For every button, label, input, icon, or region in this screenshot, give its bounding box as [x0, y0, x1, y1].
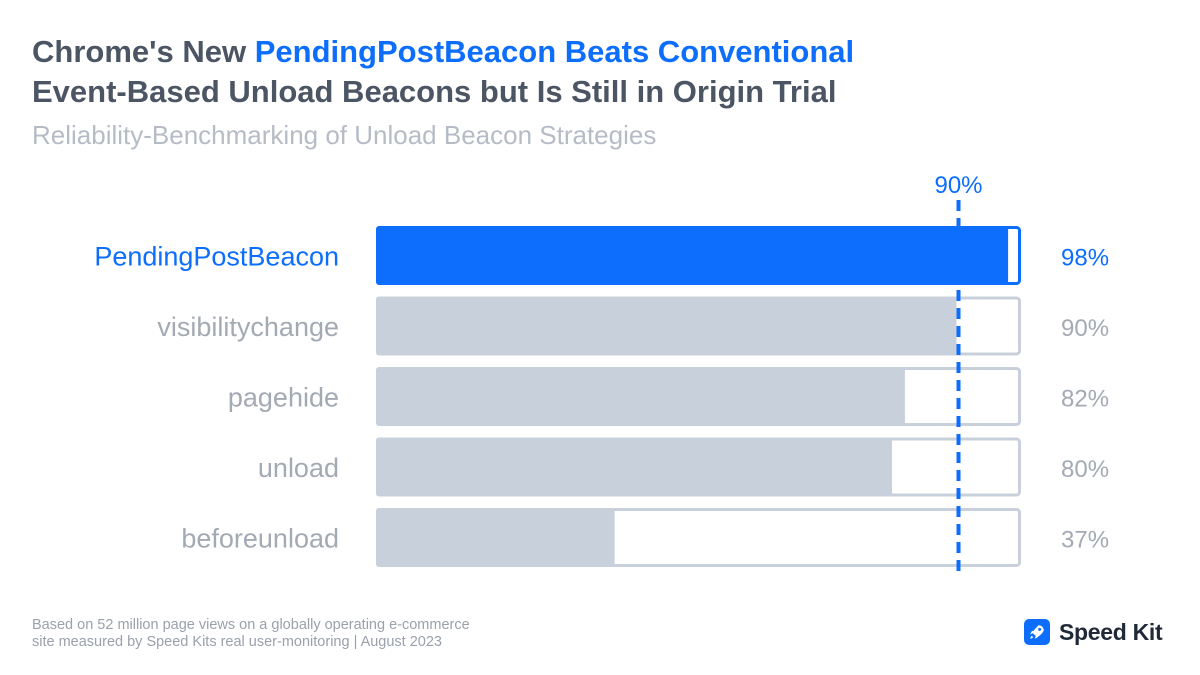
footnote: Based on 52 million page views on a glob… — [32, 617, 672, 651]
speed-kit-logo: Speed Kit — [1024, 617, 1163, 647]
bar — [376, 437, 892, 497]
bar — [376, 508, 615, 567]
value-label: 90% — [1061, 315, 1109, 342]
title-part1: Chrome's New — [32, 34, 255, 69]
value-label: 37% — [1061, 527, 1109, 554]
chart-subtitle: Reliability-Benchmarking of Unload Beaco… — [32, 120, 657, 150]
category-label: visibilitychange — [157, 312, 339, 342]
title-highlight: PendingPostBeacon Beats Conventional — [254, 34, 855, 69]
footnote-line2: site measured by Speed Kits real user-mo… — [32, 634, 442, 650]
category-label: unload — [258, 453, 339, 483]
category-label: PendingPostBeacon — [94, 242, 339, 272]
footnote-line1: Based on 52 million page views on a glob… — [32, 617, 470, 633]
category-label: beforeunload — [181, 524, 339, 554]
value-label: 82% — [1061, 386, 1109, 413]
value-label: 80% — [1061, 456, 1109, 483]
reference-line-label: 90% — [934, 172, 982, 199]
rocket-icon — [1024, 619, 1050, 645]
bar — [376, 367, 905, 426]
title-line2: Event-Based Unload Beacons but Is Still … — [32, 74, 837, 109]
bar — [376, 226, 1009, 285]
chart-title: Chrome's New PendingPostBeacon Beats Con… — [32, 32, 854, 112]
category-label: pagehide — [228, 383, 339, 413]
bar — [376, 296, 957, 356]
logo-text: Speed Kit — [1059, 618, 1163, 645]
value-label: 98% — [1061, 245, 1109, 272]
